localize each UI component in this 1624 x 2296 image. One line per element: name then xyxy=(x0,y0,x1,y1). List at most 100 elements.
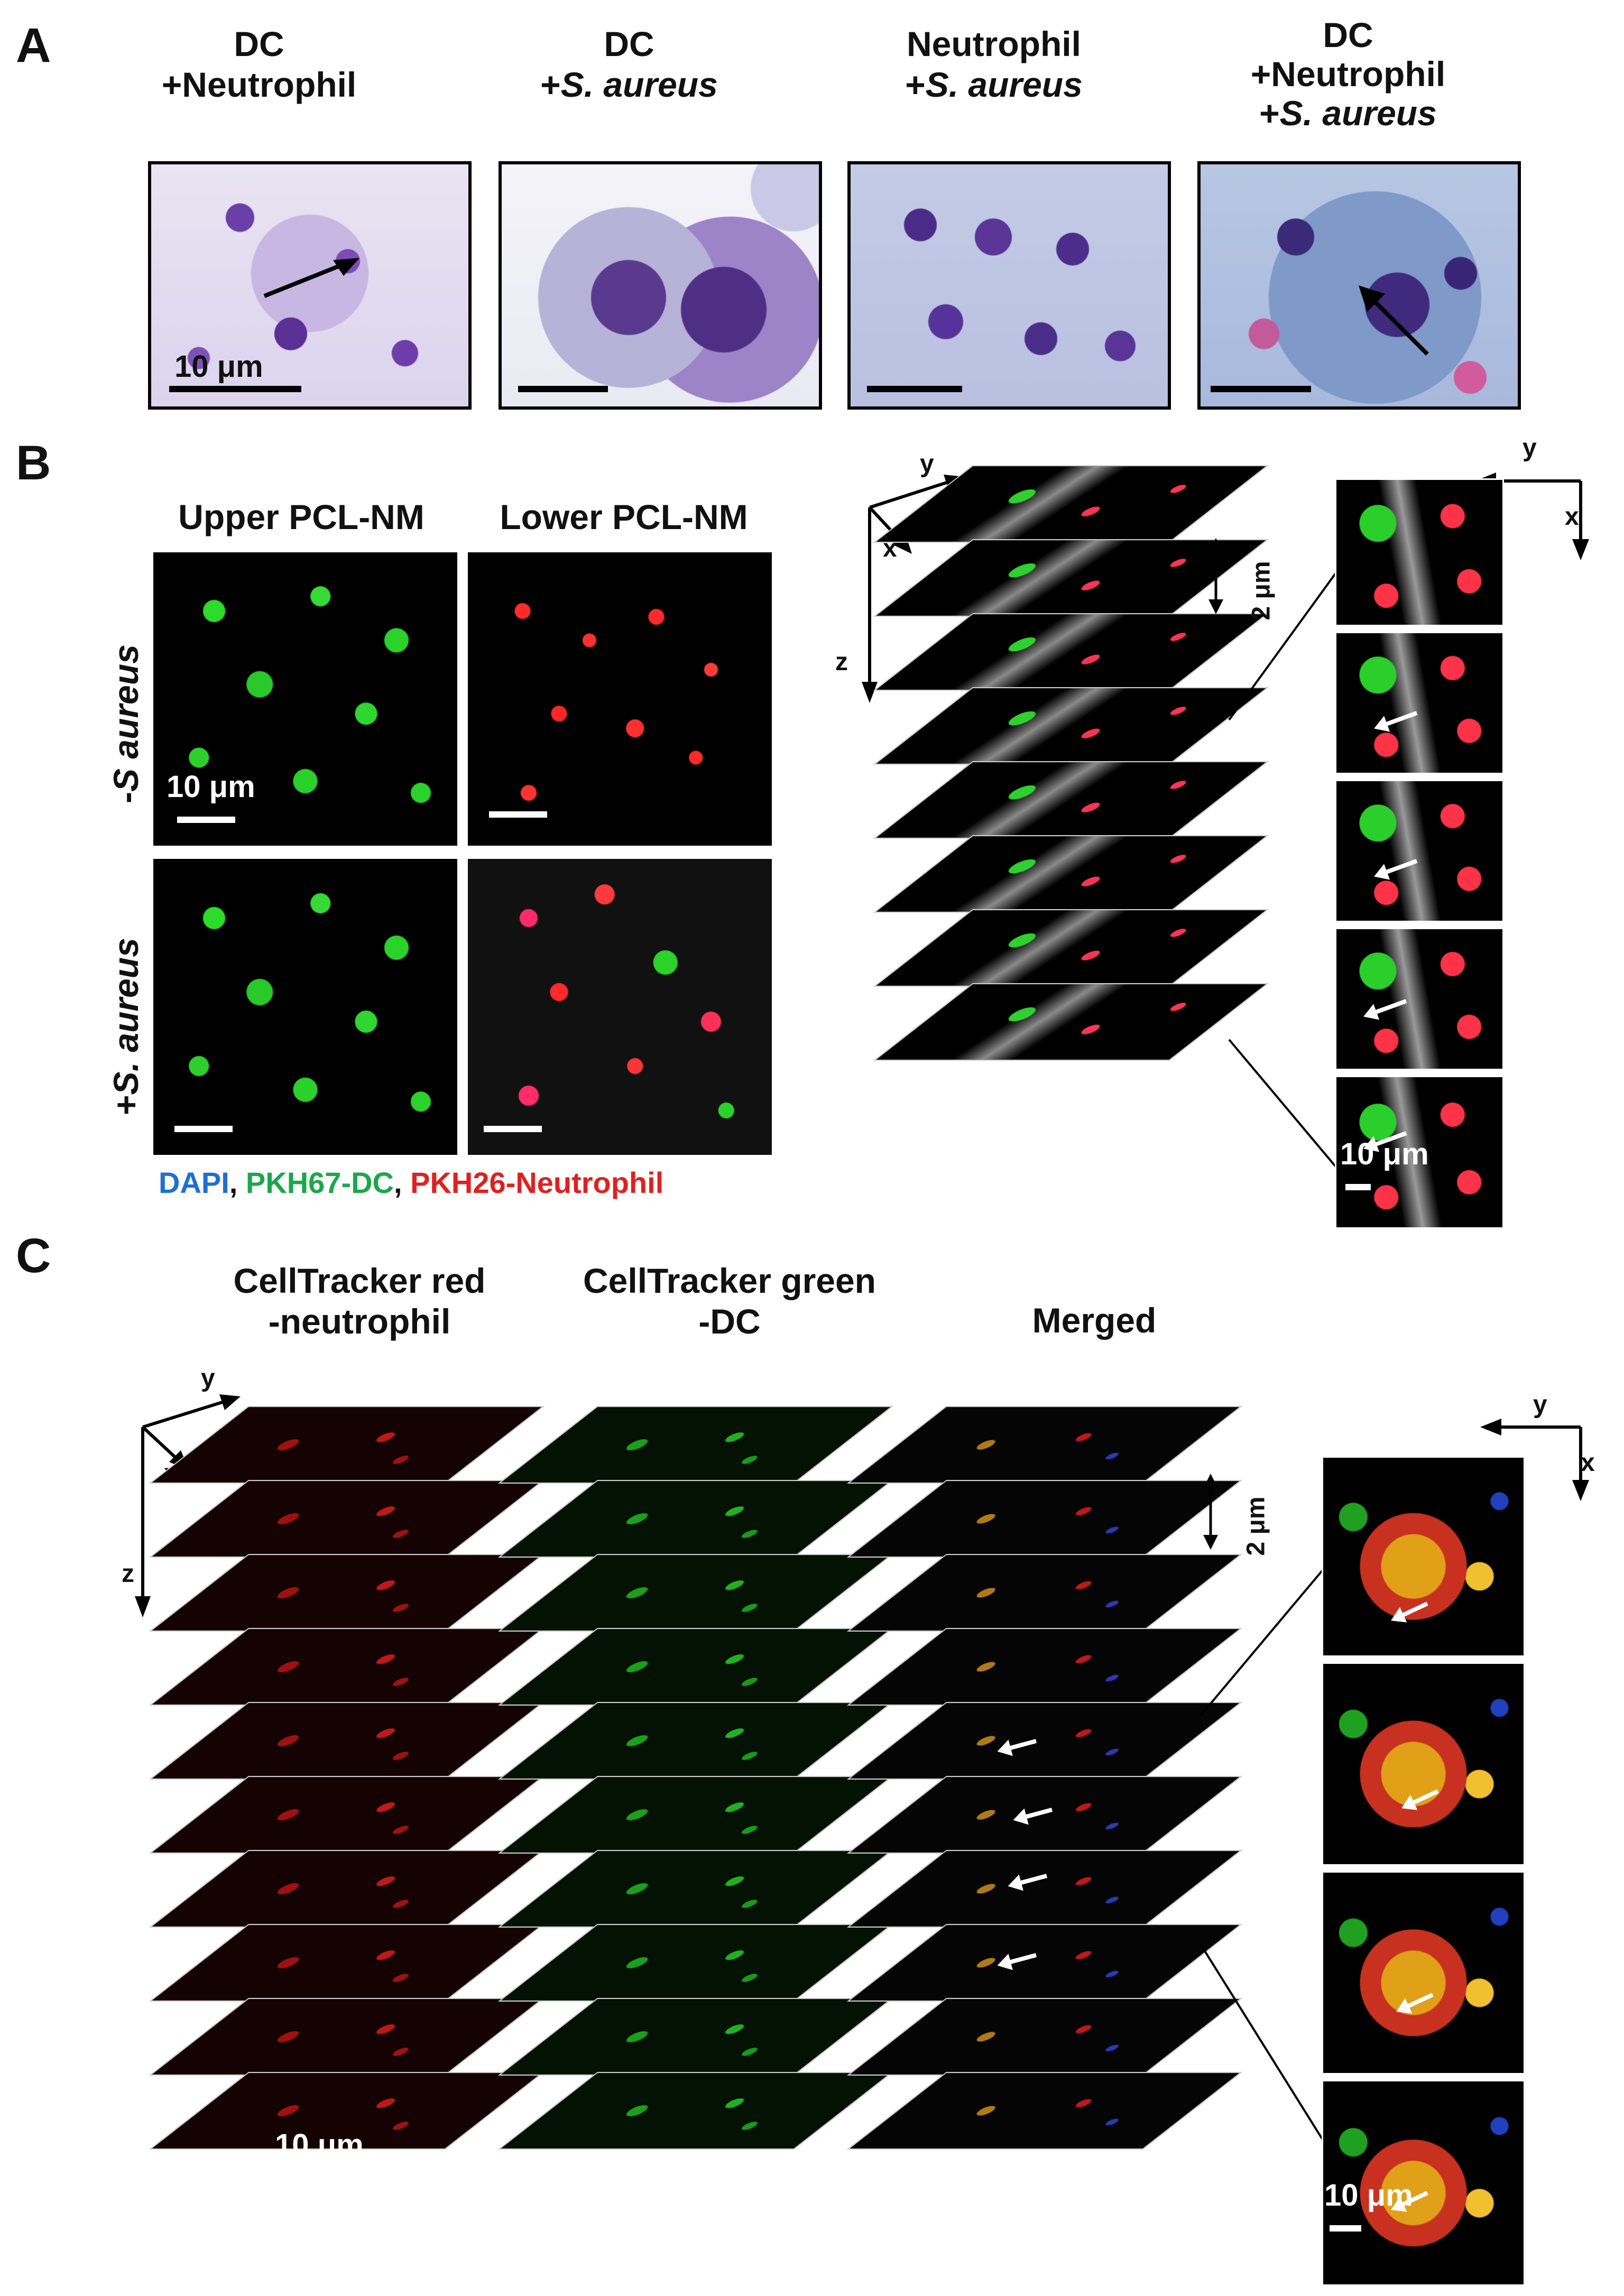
row-label-plus-saureus: +S. aureus xyxy=(106,938,145,1115)
z-slice-merged xyxy=(846,1998,1242,2076)
zoom-slice xyxy=(1322,1456,1525,1657)
legend-pkh67: PKH67-DC xyxy=(245,1166,394,1199)
z-slice-merged xyxy=(846,1406,1242,1484)
panel-letter-a: A xyxy=(16,18,51,72)
z-slice xyxy=(873,835,1269,913)
scale-bar xyxy=(518,386,608,392)
z-step-c: 2 μm xyxy=(1242,1496,1270,1556)
panel-a-title-3-line1: Neutrophil xyxy=(907,24,1081,63)
double-arrow-icon xyxy=(1203,1474,1218,1550)
scale-bar xyxy=(1023,2175,1055,2181)
fluor-lower-plus xyxy=(468,859,772,1155)
arrow-icon xyxy=(263,258,359,298)
z-slice-green xyxy=(497,1998,893,2076)
z-slice-merged xyxy=(846,1554,1242,1632)
zoom-slice xyxy=(1335,632,1504,774)
zoom-axis-y-c: y xyxy=(1533,1391,1547,1419)
panel-a-title-2-line1: DC xyxy=(604,24,654,63)
scale-bar xyxy=(489,811,547,818)
z-slice xyxy=(873,909,1269,987)
zoom-slice xyxy=(1335,478,1504,626)
stack-scale-label-b: 10 μm xyxy=(1023,1134,1112,1169)
col-celltracker-red: CellTracker red -neutrophil xyxy=(169,1261,550,1341)
z-slice-green xyxy=(497,1628,893,1706)
fluor-upper-plus xyxy=(153,859,457,1155)
legend-pkh26: PKH26-Neutrophil xyxy=(410,1166,664,1199)
zoom-scale-label-c: 10 μm xyxy=(1324,2178,1413,2212)
panel-a-title-1-line1: DC xyxy=(234,24,284,63)
zoom-slice xyxy=(1322,2080,1525,2286)
connector-line xyxy=(1228,557,1348,721)
scale-bar xyxy=(1063,1176,1092,1182)
scale-bar xyxy=(484,1126,542,1132)
col-red-line1: CellTracker red xyxy=(233,1261,486,1300)
z-slice-red xyxy=(149,1850,545,1928)
zoom-slice xyxy=(1335,780,1504,922)
zoom-axis-x-b: x xyxy=(1565,503,1579,531)
panel-a-title-1: DC +Neutrophil xyxy=(137,24,381,105)
axis-z-c: z xyxy=(122,1560,134,1588)
arrow-icon xyxy=(1359,285,1429,356)
z-slice-merged xyxy=(846,1702,1242,1780)
col-green-line1: CellTracker green xyxy=(583,1261,876,1300)
panel-a-title-4-line2: +Neutrophil xyxy=(1250,54,1446,94)
micrograph-dc-neutrophil xyxy=(148,161,472,410)
axis-z-b: z xyxy=(835,648,848,676)
z-slice-green xyxy=(497,1554,893,1632)
panel-a-title-2: DC +S. aureus xyxy=(492,24,767,105)
zoom-slice xyxy=(1322,1662,1525,1866)
z-slice-red xyxy=(149,1924,545,2002)
scale-bar xyxy=(177,817,235,823)
zoom-axis-x-c: x xyxy=(1581,1449,1595,1477)
z-slice-green xyxy=(497,2072,893,2150)
panel-a-title-4-species: S. aureus xyxy=(1279,93,1437,133)
row-label-minus-saureus: -S aureus xyxy=(106,644,145,803)
connector-line xyxy=(1199,1942,1341,2169)
col-celltracker-green: CellTracker green -DC xyxy=(529,1261,930,1341)
scale-bar xyxy=(1330,2225,1361,2232)
scale-bar xyxy=(867,386,962,392)
zoom-slice xyxy=(1335,928,1504,1070)
legend-dapi: DAPI xyxy=(159,1166,229,1199)
z-slice-red xyxy=(149,1702,545,1780)
scale-bar xyxy=(320,2178,352,2184)
col-red-line2: -neutrophil xyxy=(268,1301,451,1341)
scale-bar xyxy=(685,2175,716,2181)
z-slice-merged xyxy=(846,1924,1242,2002)
z-slice-green xyxy=(497,1924,893,2002)
z-slice-merged xyxy=(846,1776,1242,1854)
col-lower-pcl-nm: Lower PCL-NM xyxy=(500,497,748,536)
zoom-axis-y-b: y xyxy=(1522,434,1537,462)
panel-a-title-4-line1: DC xyxy=(1323,15,1373,54)
panel-a-title-3-species: S. aureus xyxy=(925,64,1083,104)
z-slice-green xyxy=(497,1850,893,1928)
z-slice-merged xyxy=(846,1628,1242,1706)
micrograph-dc-saureus xyxy=(499,161,822,410)
scale-bar xyxy=(169,386,301,392)
axes-icon xyxy=(135,1394,241,1617)
z-slice-green xyxy=(497,1776,893,1854)
scale-bar xyxy=(1345,1184,1371,1190)
col-upper-pcl-nm: Upper PCL-NM xyxy=(178,497,425,536)
fluor-upper-minus xyxy=(153,552,457,846)
z-slice-green xyxy=(497,1480,893,1558)
scale-bar xyxy=(174,1126,233,1132)
double-arrow-icon xyxy=(1208,538,1223,614)
col-green-line2: -DC xyxy=(698,1301,761,1341)
scale-bar xyxy=(1211,386,1311,392)
legend-b: DAPI, PKH67-DC, PKH26-Neutrophil xyxy=(159,1166,664,1199)
z-slice xyxy=(873,983,1269,1061)
micrograph-dc-neutrophil-saureus xyxy=(1197,161,1521,410)
z-slice-green xyxy=(497,1702,893,1780)
scale-label-a: 10 μm xyxy=(174,349,263,384)
zoom-slice xyxy=(1335,1076,1504,1229)
zoom-scale-label-b: 10 μm xyxy=(1340,1137,1429,1171)
panel-a-title-2-plus: + xyxy=(540,64,561,104)
panel-a-title-3: Neutrophil +S. aureus xyxy=(841,24,1147,105)
panel-a-title-1-line2: +Neutrophil xyxy=(161,64,357,104)
scale-label-c: 10 μm xyxy=(275,2128,364,2162)
fluor-lower-minus xyxy=(468,552,772,846)
z-slice xyxy=(873,761,1269,839)
z-slice-merged xyxy=(846,1850,1242,1928)
panel-letter-b: B xyxy=(16,436,51,490)
